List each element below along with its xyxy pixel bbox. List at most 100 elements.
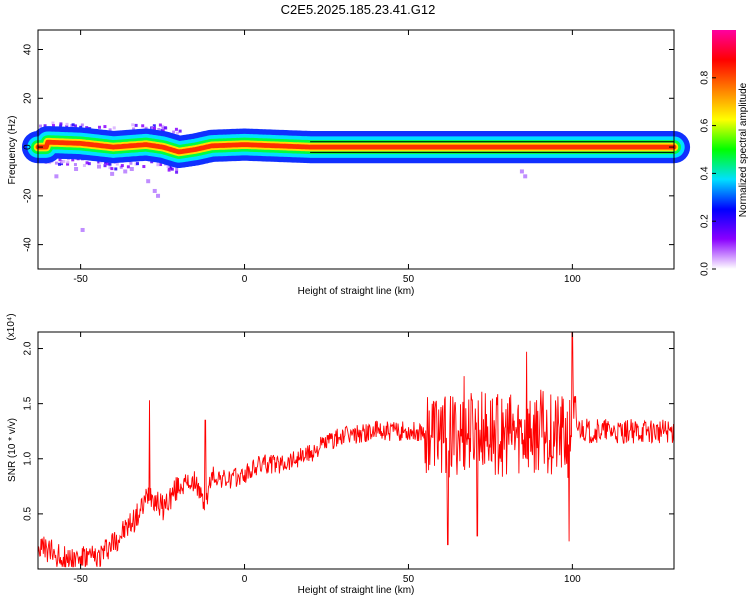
spectrogram-cell <box>60 160 64 164</box>
spectrogram-outlier <box>97 164 102 169</box>
spectrogram-cell <box>59 124 63 128</box>
spectrogram-ridge-band <box>35 139 677 155</box>
snr-line <box>37 331 674 568</box>
spectrogram-cell <box>114 167 118 171</box>
spectrogram-frame <box>37 29 675 270</box>
spectrogram-y-tick-label: 20 <box>23 92 34 104</box>
spectrogram-x-label: Height of straight line (km) <box>298 286 415 297</box>
spectrogram-cell <box>163 126 167 130</box>
spectrogram-cell <box>108 162 112 166</box>
spectrogram-cell <box>141 124 145 128</box>
spectrogram-cell <box>115 162 119 166</box>
colorbar-tick-label: 0.0 <box>700 262 711 276</box>
spectrogram-x-tick-label: 0 <box>242 274 248 285</box>
spectrogram-cell <box>51 124 55 128</box>
spectrogram-cell <box>120 164 124 168</box>
spectrogram-cell <box>87 162 91 166</box>
spectrogram-cell <box>43 124 47 128</box>
spectrogram-outlier <box>523 174 528 179</box>
spectrogram-cell <box>103 125 107 129</box>
spectrogram-cell <box>66 162 70 166</box>
spectrogram-cell <box>161 126 165 130</box>
spectrogram-cell <box>85 161 89 165</box>
colorbar-tick-label: 0.8 <box>700 70 711 84</box>
spectrogram-cell <box>119 165 123 169</box>
spectrogram-outlier <box>519 169 524 174</box>
spectrogram-cell <box>51 121 55 125</box>
spectrogram-heatmap <box>21 121 691 232</box>
spectrogram-cell <box>134 123 138 127</box>
spectrogram-cell <box>82 163 86 167</box>
spectrogram-cell <box>97 125 101 129</box>
spectrogram-outlier <box>74 167 79 172</box>
spectrogram-cell <box>65 124 69 128</box>
spectrogram-cell <box>126 165 130 169</box>
snr-series <box>37 331 674 568</box>
spectrogram-y-tick-label: -40 <box>23 237 34 252</box>
spectrogram-cell <box>65 122 69 126</box>
colorbar: 0.0 0.2 0.4 0.6 0.8 Normalized spectral ampl… <box>700 30 749 276</box>
snr-x-tick-label: 100 <box>564 574 581 585</box>
spectrogram-cell <box>150 160 154 164</box>
spectrogram-cell <box>142 165 146 169</box>
snr-y-tick-label: 1.0 <box>23 451 34 465</box>
spectrogram-outlier <box>146 179 151 184</box>
spectrogram-cell <box>156 163 160 167</box>
spectrogram-cell <box>153 127 157 131</box>
spectrogram-cell <box>167 168 171 172</box>
spectrogram-cell <box>57 162 61 166</box>
colorbar-gradient <box>712 30 736 269</box>
spectrogram-cell <box>152 124 156 128</box>
snr-y-tick-label: 2.0 <box>23 341 34 355</box>
snr-frame <box>37 331 675 570</box>
spectrogram-cell <box>97 160 101 164</box>
spectrogram-cell <box>71 123 75 127</box>
spectrogram-cell <box>112 126 116 130</box>
spectrogram-outlier <box>54 174 59 179</box>
spectrogram-y-tick-label: 40 <box>23 44 34 56</box>
snr-x-tick-label: -50 <box>73 574 88 585</box>
spectrogram-cell <box>166 165 170 169</box>
spectrogram-cell <box>66 160 70 164</box>
spectrogram-x-tick-label: -50 <box>73 274 88 285</box>
spectrogram-cell <box>110 167 114 171</box>
colorbar-tick-label: 0.4 <box>700 166 711 180</box>
snr-y-label: SNR (10 * v/v) <box>7 418 18 482</box>
spectrogram-y-tick-label: 0 <box>23 144 34 150</box>
spectrogram-cell <box>161 124 165 128</box>
spectrogram-cell <box>73 163 77 167</box>
spectrogram-y-label: Frequency (Hz) <box>7 116 18 185</box>
spectrogram-cell <box>135 162 139 166</box>
spectrogram-cell <box>108 128 112 132</box>
spectrogram-cell <box>108 166 112 170</box>
spectrogram-cell <box>39 124 43 128</box>
spectrogram-cell <box>175 170 179 174</box>
figure-title: C2E5.2025.185.23.41.G12 <box>281 2 436 17</box>
spectrogram-cell <box>178 129 182 133</box>
spectrogram-x-tick-label: 100 <box>564 274 581 285</box>
spectrogram-cell <box>59 122 63 126</box>
colorbar-tick-label: 0.6 <box>700 118 711 132</box>
spectrogram-outlier <box>110 171 115 176</box>
spectrogram-cell <box>158 123 162 127</box>
spectrogram-x-ticks: -50 0 50 100 <box>73 30 581 285</box>
spectrogram-cell <box>151 125 155 129</box>
colorbar-label: Normalized spectral amplitude <box>738 82 749 217</box>
snr-panel: -50 0 50 100 0.5 1.0 1.5 2.0 Height of straigh… <box>6 313 675 596</box>
spectrogram-y-ticks: -40 -20 0 20 40 <box>23 44 674 252</box>
snr-y-tick-label: 0.5 <box>23 506 34 520</box>
spectrogram-cell <box>99 160 103 164</box>
spectrogram-outlier <box>123 169 128 174</box>
snr-x-label: Height of straight line (km) <box>298 585 415 596</box>
spectrogram-cell <box>71 125 75 129</box>
spectrogram-panel: -50 0 50 100 -40 -20 0 20 40 Height of straight… <box>7 29 691 297</box>
snr-x-tick-label: 50 <box>403 574 415 585</box>
spectrogram-cell <box>103 164 107 168</box>
spectrogram-x-tick-label: 50 <box>403 274 415 285</box>
spectrogram-cell <box>157 127 161 131</box>
spectrogram-cell <box>54 161 58 165</box>
spectrogram-outlier <box>80 227 85 232</box>
colorbar-tick-label: 0.2 <box>700 214 711 228</box>
spectrogram-cell <box>73 124 77 128</box>
